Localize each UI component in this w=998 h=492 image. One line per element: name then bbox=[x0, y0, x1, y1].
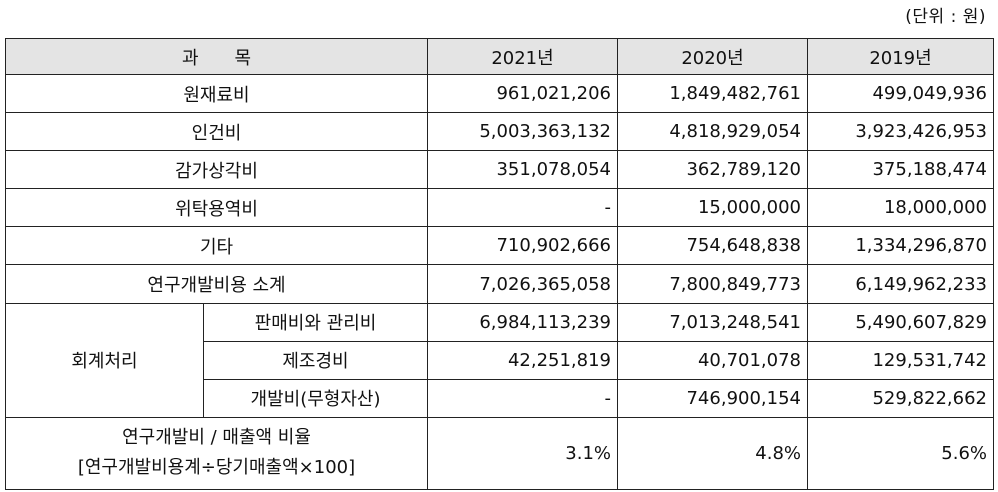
row-label: 원재료비 bbox=[5, 74, 428, 114]
ratio-row: 연구개발비 / 매출액 비율 [연구개발비용계÷당기매출액×100] 3.1% … bbox=[5, 416, 994, 491]
ratio-label: 연구개발비 / 매출액 비율 [연구개발비용계÷당기매출액×100] bbox=[5, 416, 428, 491]
accounting-row: 회계처리 판매비와 관리비 6,984,113,239 7,013,248,54… bbox=[5, 302, 994, 418]
header-item: 과 목 bbox=[5, 37, 428, 76]
cell-value: - bbox=[427, 188, 618, 228]
cell-value: 6,149,962,233 bbox=[807, 264, 994, 304]
table-row: 위탁용역비 - 15,000,000 18,000,000 bbox=[5, 188, 994, 228]
ratio-label-line2: [연구개발비용계÷당기매출액×100] bbox=[77, 457, 356, 479]
ratio-value: 4.8% bbox=[617, 416, 808, 491]
subtotal-row: 연구개발비용 소계 7,026,365,058 7,800,849,773 6,… bbox=[5, 264, 994, 304]
cell-value: 6,984,113,239 bbox=[427, 302, 618, 342]
cell-value: 351,078,054 bbox=[427, 150, 618, 190]
header-year-2020: 2020년 bbox=[617, 37, 808, 76]
cell-value: 15,000,000 bbox=[617, 188, 808, 228]
table-row: 감가상각비 351,078,054 362,789,120 375,188,47… bbox=[5, 150, 994, 190]
cell-value: 499,049,936 bbox=[807, 74, 994, 114]
cell-value: - bbox=[427, 378, 618, 418]
row-label: 감가상각비 bbox=[5, 150, 428, 190]
header-year-2019: 2019년 bbox=[807, 37, 994, 76]
row-label: 제조경비 bbox=[203, 340, 428, 380]
row-label: 연구개발비용 소계 bbox=[5, 264, 428, 304]
row-label: 위탁용역비 bbox=[5, 188, 428, 228]
cell-value: 961,021,206 bbox=[427, 74, 618, 114]
cell-value: 710,902,666 bbox=[427, 226, 618, 266]
cell-value: 7,026,365,058 bbox=[427, 264, 618, 304]
table-row: 원재료비 961,021,206 1,849,482,761 499,049,9… bbox=[5, 74, 994, 114]
ratio-value: 5.6% bbox=[807, 416, 994, 491]
cell-value: 1,849,482,761 bbox=[617, 74, 808, 114]
cell-value: 3,923,426,953 bbox=[807, 112, 994, 152]
unit-note: (단위 : 원) bbox=[905, 7, 986, 27]
cell-value: 1,334,296,870 bbox=[807, 226, 994, 266]
cell-value: 5,003,363,132 bbox=[427, 112, 618, 152]
cell-value: 362,789,120 bbox=[617, 150, 808, 190]
cell-value: 5,490,607,829 bbox=[807, 302, 994, 342]
rnd-expense-table: 과 목 2021년 2020년 2019년 원재료비 961,021,206 1… bbox=[5, 37, 994, 491]
accounting-category-label: 회계처리 bbox=[5, 302, 204, 418]
header-year-2021: 2021년 bbox=[427, 37, 618, 76]
header-row: 과 목 2021년 2020년 2019년 bbox=[5, 37, 994, 76]
accounting-row: 개발비(무형자산) - 746,900,154 529,822,662 bbox=[6, 378, 994, 418]
cell-value: 746,900,154 bbox=[617, 378, 808, 418]
cell-value: 529,822,662 bbox=[807, 378, 994, 418]
cell-value: 42,251,819 bbox=[427, 340, 618, 380]
ratio-value: 3.1% bbox=[427, 416, 618, 491]
row-label: 개발비(무형자산) bbox=[203, 378, 428, 418]
cell-value: 375,188,474 bbox=[807, 150, 994, 190]
ratio-label-line1: 연구개발비 / 매출액 비율 bbox=[122, 427, 311, 449]
cell-value: 18,000,000 bbox=[807, 188, 994, 228]
table-row: 인건비 5,003,363,132 4,818,929,054 3,923,42… bbox=[5, 112, 994, 152]
row-label: 판매비와 관리비 bbox=[203, 302, 428, 342]
cell-value: 7,013,248,541 bbox=[617, 302, 808, 342]
cell-value: 4,818,929,054 bbox=[617, 112, 808, 152]
cell-value: 7,800,849,773 bbox=[617, 264, 808, 304]
accounting-row: 제조경비 42,251,819 40,701,078 129,531,742 bbox=[6, 340, 994, 380]
cell-value: 129,531,742 bbox=[807, 340, 994, 380]
table-row: 기타 710,902,666 754,648,838 1,334,296,870 bbox=[5, 226, 994, 266]
cell-value: 40,701,078 bbox=[617, 340, 808, 380]
cell-value: 754,648,838 bbox=[617, 226, 808, 266]
row-label: 기타 bbox=[5, 226, 428, 266]
row-label: 인건비 bbox=[5, 112, 428, 152]
